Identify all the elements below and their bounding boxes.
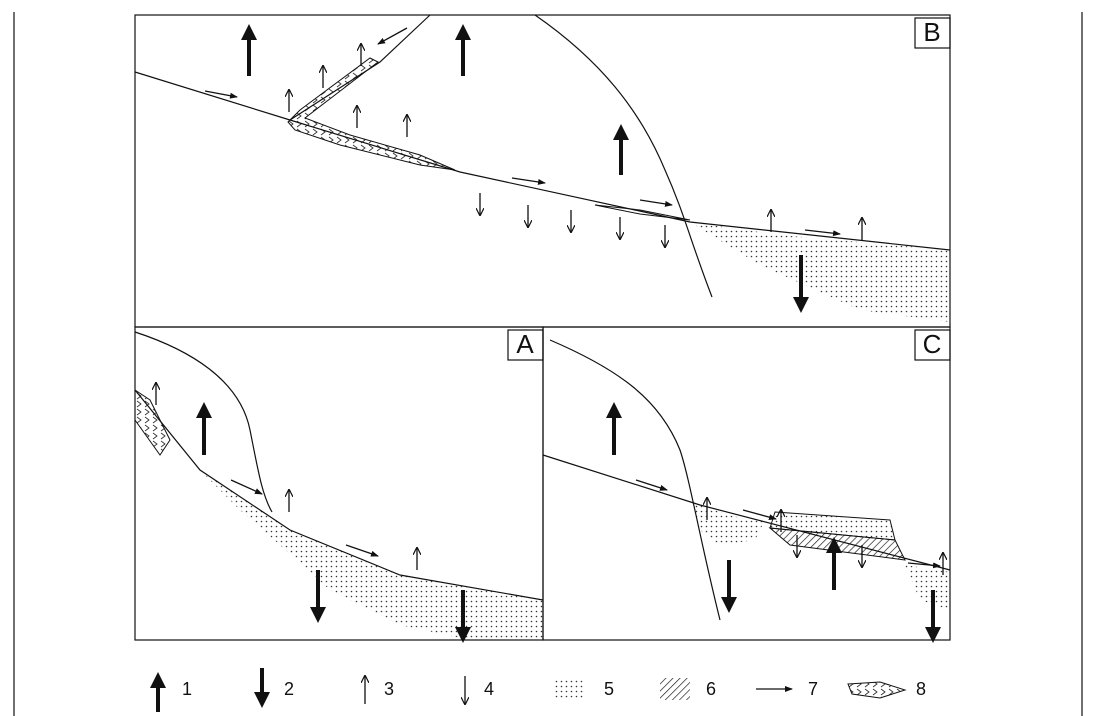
panel-b: B [135, 15, 950, 327]
legend-label: 3 [384, 679, 394, 699]
legend-label: 1 [182, 679, 192, 699]
panel-label: B [923, 17, 940, 47]
panel-label: A [516, 329, 534, 359]
panel-a: A [135, 327, 543, 640]
legend-label: 5 [604, 679, 614, 699]
legend: 1 2 3 4 5 6 7 8 [158, 668, 926, 712]
legend-label: 6 [706, 679, 716, 699]
panel-c: C [543, 327, 950, 640]
legend-label: 4 [484, 679, 494, 699]
figure: B A [0, 0, 1097, 716]
legend-label: 2 [284, 679, 294, 699]
legend-label: 8 [916, 679, 926, 699]
panel-label: C [923, 329, 942, 359]
outer-frame [14, 12, 1082, 716]
legend-label: 7 [808, 679, 818, 699]
